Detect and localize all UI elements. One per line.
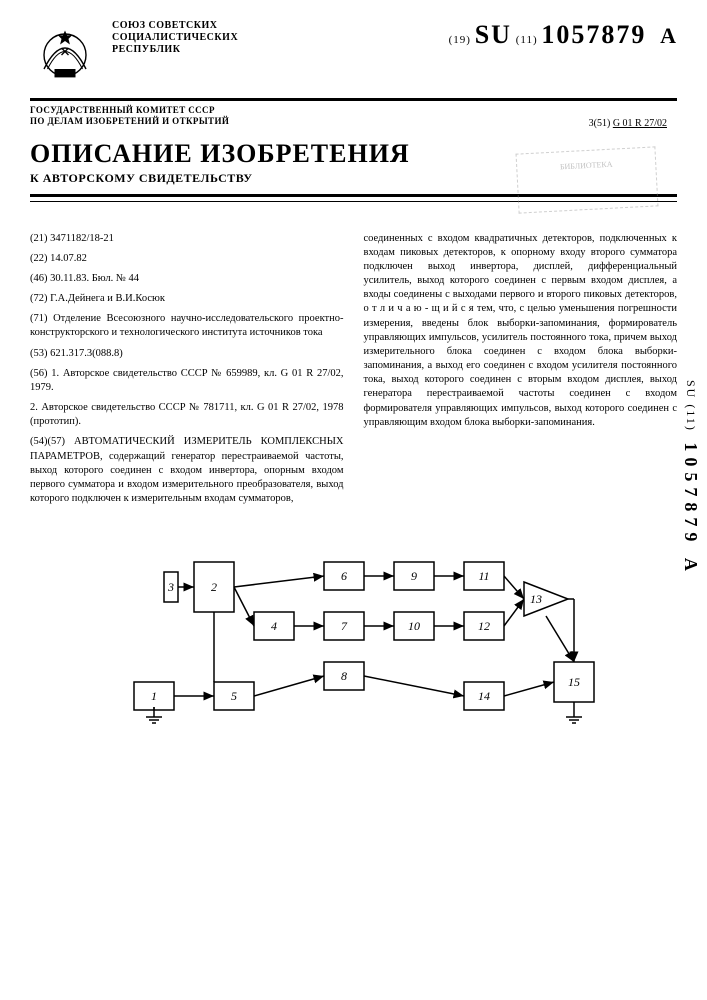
field-46: (46) 30.11.83. Бюл. № 44 [30,272,344,286]
field-71: (71) Отделение Всесоюзного научно-исслед… [30,312,344,340]
class-code: G 01 R 27/02 [613,118,667,129]
abstract-body: соединенных с входом квадратичных детект… [364,232,678,430]
soviet-emblem-icon [30,20,100,90]
left-column: (21) 3471182/18-21 (22) 14.07.82 (46) 30… [30,232,344,513]
field-54: (54)(57) АВТОМАТИЧЕСКИЙ ИЗМЕРИТЕЛЬ КОМПЛ… [30,435,344,506]
document-number-block: (19) SU (11) 1057879 A [449,20,677,50]
field-53: (53) 621.317.3(088.8) [30,347,344,361]
svg-text:9: 9 [411,569,417,583]
doc-prefix: (19) [449,34,471,46]
svg-text:1: 1 [151,689,157,703]
field-56-2: 2. Авторское свидетельство СССР № 781711… [30,401,344,429]
committee-line: ПО ДЕЛАМ ИЗОБРЕТЕНИЙ И ОТКРЫТИЙ [30,116,229,127]
svg-text:12: 12 [478,619,490,633]
side-letter: A [681,558,701,577]
svg-text:3: 3 [167,580,174,594]
doc-country: SU [475,20,512,49]
right-column: соединенных с входом квадратичных детект… [364,232,678,513]
svg-text:2: 2 [211,580,217,594]
svg-text:6: 6 [341,569,347,583]
svg-text:13: 13 [530,592,542,606]
library-stamp: БИБЛИОТЕКА [516,146,659,213]
svg-text:11: 11 [478,569,489,583]
union-line: СОЮЗ СОВЕТСКИХ [112,20,437,32]
doc-number: 1057879 [541,20,646,49]
svg-text:8: 8 [341,669,347,683]
svg-text:10: 10 [408,619,420,633]
svg-text:15: 15 [568,675,580,689]
svg-text:5: 5 [231,689,237,703]
svg-text:14: 14 [478,689,490,703]
doc-letter: A [660,23,677,48]
doc-id-prefix: (11) [516,34,538,46]
divider [30,98,677,101]
classification-block: 3(51) G 01 R 27/02 [589,118,667,129]
field-21: (21) 3471182/18-21 [30,232,344,246]
svg-text:7: 7 [341,619,348,633]
side-prefix: SU (11) [684,380,698,432]
side-document-number: SU (11) 1057879 A [680,380,701,577]
committee-line: ГОСУДАРСТВЕННЫЙ КОМИТЕТ СССР [30,105,229,116]
field-22: (22) 14.07.82 [30,252,344,266]
svg-text:4: 4 [271,619,277,633]
block-diagram: 123456789101112131415 [94,532,614,732]
union-line: РЕСПУБЛИК [112,44,437,56]
union-line: СОЦИАЛИСТИЧЕСКИХ [112,32,437,44]
field-72: (72) Г.А.Дейнега и В.И.Косюк [30,292,344,306]
union-name: СОЮЗ СОВЕТСКИХ СОЦИАЛИСТИЧЕСКИХ РЕСПУБЛИ… [112,20,437,56]
committee-block: ГОСУДАРСТВЕННЫЙ КОМИТЕТ СССР ПО ДЕЛАМ ИЗ… [30,105,229,127]
class-prefix: 3(51) [589,118,611,129]
side-number: 1057879 [681,442,701,547]
field-56-1: (56) 1. Авторское свидетельство СССР № 6… [30,367,344,395]
